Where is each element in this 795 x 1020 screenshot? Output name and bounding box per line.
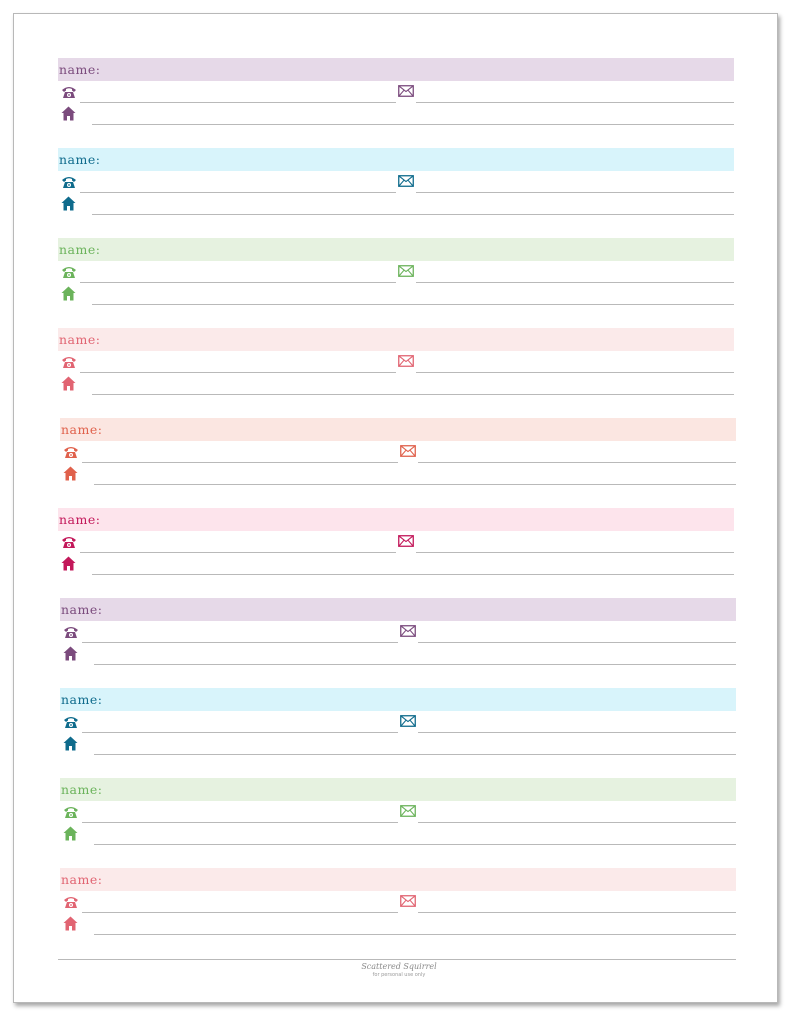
phone-line[interactable]	[80, 552, 396, 553]
house-icon	[63, 826, 79, 841]
phone-line[interactable]	[80, 282, 396, 283]
phone-line[interactable]	[80, 372, 396, 373]
footer-brand: Scattered Squirrel	[361, 962, 437, 971]
name-label: name:	[61, 872, 103, 887]
telephone-icon	[61, 535, 77, 549]
contact-entry: name:	[60, 868, 736, 948]
email-line[interactable]	[418, 732, 736, 733]
address-line[interactable]	[94, 664, 736, 665]
name-field[interactable]: name:	[58, 238, 734, 261]
contact-entry: name:	[60, 778, 736, 858]
telephone-icon	[63, 805, 79, 819]
phone-line[interactable]	[82, 732, 398, 733]
envelope-icon	[398, 355, 414, 369]
telephone-icon	[61, 85, 77, 99]
address-line[interactable]	[92, 304, 734, 305]
name-label: name:	[59, 242, 101, 257]
address-line[interactable]	[94, 934, 736, 935]
envelope-icon	[398, 85, 414, 99]
house-icon	[61, 556, 77, 571]
envelope-icon	[400, 805, 416, 819]
name-label: name:	[59, 332, 101, 347]
house-icon	[61, 286, 77, 301]
email-line[interactable]	[416, 372, 734, 373]
telephone-icon	[63, 715, 79, 729]
house-icon	[61, 376, 77, 391]
phone-line[interactable]	[80, 102, 396, 103]
footer-divider	[58, 959, 736, 960]
address-line[interactable]	[94, 484, 736, 485]
telephone-icon	[61, 355, 77, 369]
name-label: name:	[61, 692, 103, 707]
name-label: name:	[59, 512, 101, 527]
address-line[interactable]	[92, 574, 734, 575]
house-icon	[63, 646, 79, 661]
contact-entry: name:	[58, 148, 734, 228]
phone-line[interactable]	[82, 642, 398, 643]
telephone-icon	[61, 175, 77, 189]
contact-entry: name:	[58, 58, 734, 138]
telephone-icon	[63, 625, 79, 639]
address-line[interactable]	[94, 844, 736, 845]
house-icon	[63, 736, 79, 751]
contact-entry: name:	[60, 598, 736, 678]
name-field[interactable]: name:	[58, 508, 734, 531]
email-line[interactable]	[418, 912, 736, 913]
email-line[interactable]	[416, 282, 734, 283]
envelope-icon	[400, 625, 416, 639]
email-line[interactable]	[416, 102, 734, 103]
address-line[interactable]	[92, 124, 734, 125]
name-label: name:	[61, 602, 103, 617]
envelope-icon	[398, 535, 414, 549]
telephone-icon	[63, 445, 79, 459]
email-line[interactable]	[418, 462, 736, 463]
contact-entry: name:	[60, 418, 736, 498]
house-icon	[61, 196, 77, 211]
footer-tagline: for personal use only	[372, 972, 426, 978]
telephone-icon	[61, 265, 77, 279]
contact-entry: name:	[58, 238, 734, 318]
envelope-icon	[400, 445, 416, 459]
name-field[interactable]: name:	[60, 418, 736, 441]
phone-line[interactable]	[82, 462, 398, 463]
name-field[interactable]: name:	[58, 148, 734, 171]
email-line[interactable]	[418, 822, 736, 823]
address-line[interactable]	[94, 754, 736, 755]
phone-line[interactable]	[82, 822, 398, 823]
contact-entry: name:	[58, 508, 734, 588]
name-label: name:	[59, 62, 101, 77]
address-line[interactable]	[92, 394, 734, 395]
address-line[interactable]	[92, 214, 734, 215]
telephone-icon	[63, 895, 79, 909]
name-label: name:	[61, 422, 103, 437]
house-icon	[63, 916, 79, 931]
email-line[interactable]	[416, 192, 734, 193]
phone-line[interactable]	[82, 912, 398, 913]
name-field[interactable]: name:	[60, 688, 736, 711]
name-field[interactable]: name:	[60, 598, 736, 621]
footer-logo: Scattered Squirrel for personal use only	[354, 962, 444, 984]
envelope-icon	[400, 715, 416, 729]
email-line[interactable]	[416, 552, 734, 553]
name-field[interactable]: name:	[58, 328, 734, 351]
contact-entry: name:	[58, 328, 734, 408]
name-label: name:	[61, 782, 103, 797]
name-field[interactable]: name:	[58, 58, 734, 81]
phone-line[interactable]	[80, 192, 396, 193]
envelope-icon	[400, 895, 416, 909]
envelope-icon	[398, 175, 414, 189]
name-field[interactable]: name:	[60, 868, 736, 891]
address-book-page: name: name: name: name: name: name: name: name:…	[13, 13, 778, 1003]
email-line[interactable]	[418, 642, 736, 643]
house-icon	[63, 466, 79, 481]
envelope-icon	[398, 265, 414, 279]
house-icon	[61, 106, 77, 121]
name-label: name:	[59, 152, 101, 167]
contact-entry: name:	[60, 688, 736, 768]
name-field[interactable]: name:	[60, 778, 736, 801]
